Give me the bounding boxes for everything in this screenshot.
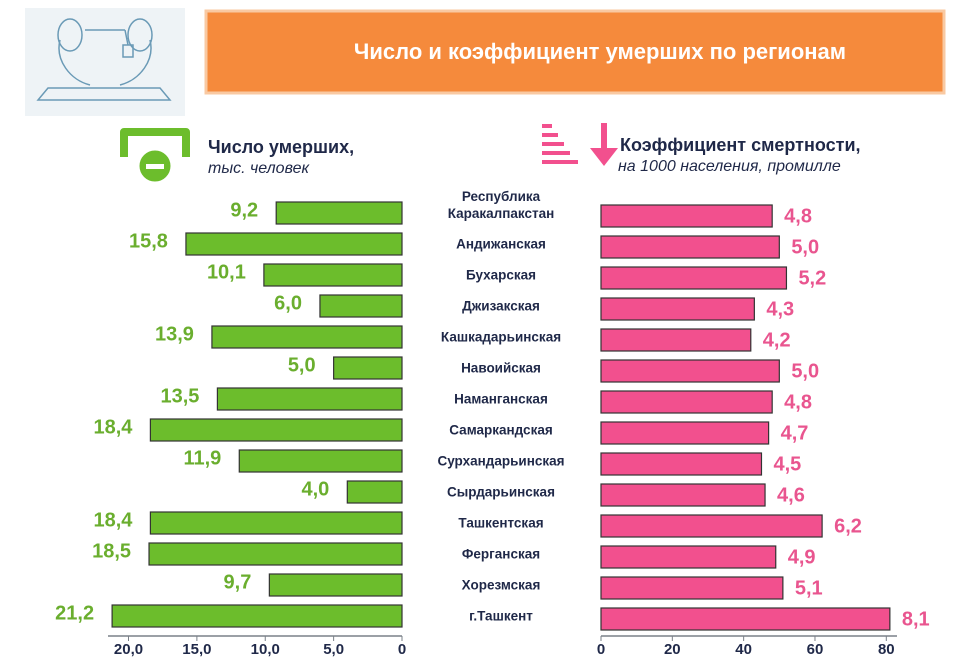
bar <box>600 483 766 507</box>
value-label: 4,8 <box>784 205 812 227</box>
x-tick-label: 5,0 <box>323 641 344 658</box>
category-label: Андижанская <box>456 236 546 252</box>
title-box <box>204 9 946 95</box>
bar <box>600 514 823 538</box>
bar <box>600 235 780 259</box>
value-label: 4,6 <box>777 484 805 506</box>
bar <box>600 607 891 631</box>
value-label: 4,9 <box>788 546 816 568</box>
category-label: Республика Каракалпакстан <box>447 189 555 221</box>
bar <box>263 263 403 287</box>
value-label: 5,0 <box>288 354 316 376</box>
value-label: 5,2 <box>798 267 826 289</box>
bar <box>600 328 752 352</box>
bar <box>149 511 403 535</box>
bar <box>216 387 403 411</box>
category-label: Ферганская <box>461 546 541 562</box>
category-label: Хорезмская <box>461 577 541 593</box>
bar <box>600 545 777 569</box>
bar <box>211 325 403 349</box>
value-label: 15,8 <box>129 230 168 252</box>
bar <box>275 201 403 225</box>
value-label: 4,2 <box>763 329 791 351</box>
deaths-icon <box>120 128 190 185</box>
x-tick-label: 10,0 <box>251 641 280 658</box>
category-label: Наманганская <box>454 391 548 407</box>
value-label: 9,7 <box>224 571 252 593</box>
x-tick-label: 15,0 <box>182 641 211 658</box>
value-label: 6,2 <box>834 515 862 537</box>
value-label: 18,4 <box>93 416 133 438</box>
value-label: 18,5 <box>92 540 131 562</box>
right-subtitle: на 1000 населения, промилле <box>618 158 841 175</box>
value-label: 5,1 <box>795 577 823 599</box>
value-label: 6,0 <box>274 292 302 314</box>
bar <box>333 356 403 380</box>
category-label: Кашкадарьинская <box>440 329 562 345</box>
bar <box>600 390 773 414</box>
value-label: 5,0 <box>791 360 819 382</box>
value-label: 13,5 <box>160 385 199 407</box>
x-tick-label: 80 <box>878 641 895 658</box>
x-tick-label: 20 <box>664 641 681 658</box>
x-tick-label: 0 <box>597 641 605 658</box>
left-title: Число умерших, <box>208 137 354 157</box>
value-label: 18,4 <box>93 509 133 531</box>
bar <box>600 204 773 228</box>
category-label: г.Ташкент <box>469 608 533 624</box>
value-label: 4,8 <box>784 391 812 413</box>
illustration-bg <box>25 8 185 116</box>
x-tick-label: 40 <box>735 641 752 658</box>
bar <box>319 294 403 318</box>
bar <box>238 449 403 473</box>
category-label: Навоийская <box>461 360 541 376</box>
bar <box>600 359 780 383</box>
bar <box>111 604 403 628</box>
value-label: 13,9 <box>155 323 194 345</box>
bar <box>600 266 788 290</box>
bar <box>600 452 763 476</box>
left-subtitle: тыс. человек <box>208 160 310 177</box>
category-label: Бухарская <box>465 267 537 283</box>
value-label: 4,5 <box>773 453 801 475</box>
bar <box>185 232 403 256</box>
value-label: 8,1 <box>902 608 930 630</box>
bar <box>268 573 403 597</box>
value-label: 11,9 <box>183 447 221 469</box>
x-tick-label: 0 <box>398 641 406 658</box>
value-label: 9,2 <box>230 199 258 221</box>
x-tick-label: 60 <box>807 641 824 658</box>
category-label: Самаркандская <box>449 422 553 438</box>
bar <box>600 297 755 321</box>
bar <box>346 480 403 504</box>
category-label: Сурхандарьинская <box>437 453 565 469</box>
rate-icon <box>542 123 618 166</box>
value-label: 10,1 <box>207 261 246 283</box>
bar <box>600 421 770 445</box>
right-title: Коэффициент смертности, <box>620 135 861 155</box>
x-tick-label: 20,0 <box>114 641 143 658</box>
category-label: Ташкентская <box>458 515 544 531</box>
bar <box>149 418 403 442</box>
value-label: 4,3 <box>766 298 794 320</box>
category-label: Сырдарьинская <box>447 484 555 500</box>
value-label: 5,0 <box>791 236 819 258</box>
value-label: 21,2 <box>55 602 94 624</box>
value-label: 4,0 <box>301 478 329 500</box>
value-label: 4,7 <box>781 422 809 444</box>
bar <box>600 576 784 600</box>
category-label: Джизакская <box>462 298 540 314</box>
illustration <box>36 18 172 101</box>
bar <box>148 542 403 566</box>
title: Число и коэффициент умерших по регионам <box>354 39 846 64</box>
